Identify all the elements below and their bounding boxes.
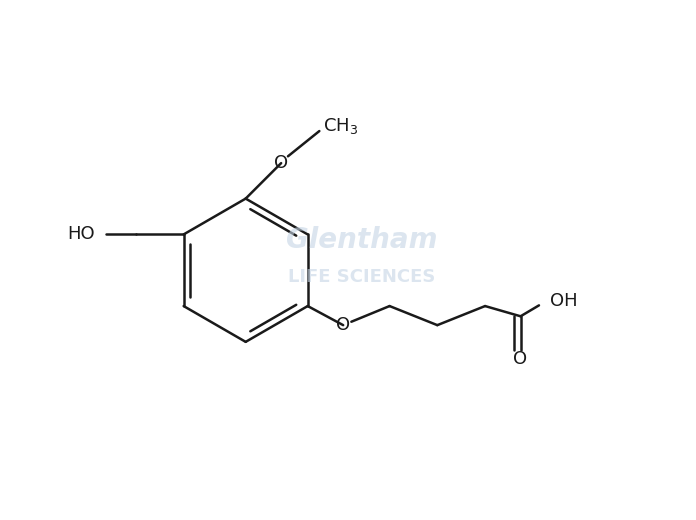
Text: HO: HO — [68, 225, 95, 243]
Text: OH: OH — [550, 292, 578, 309]
Text: Glentham: Glentham — [286, 226, 437, 254]
Text: O: O — [514, 349, 528, 368]
Text: CH$_3$: CH$_3$ — [324, 116, 358, 136]
Text: O: O — [336, 316, 350, 334]
Text: LIFE SCIENCES: LIFE SCIENCES — [288, 268, 435, 286]
Text: O: O — [274, 154, 288, 172]
